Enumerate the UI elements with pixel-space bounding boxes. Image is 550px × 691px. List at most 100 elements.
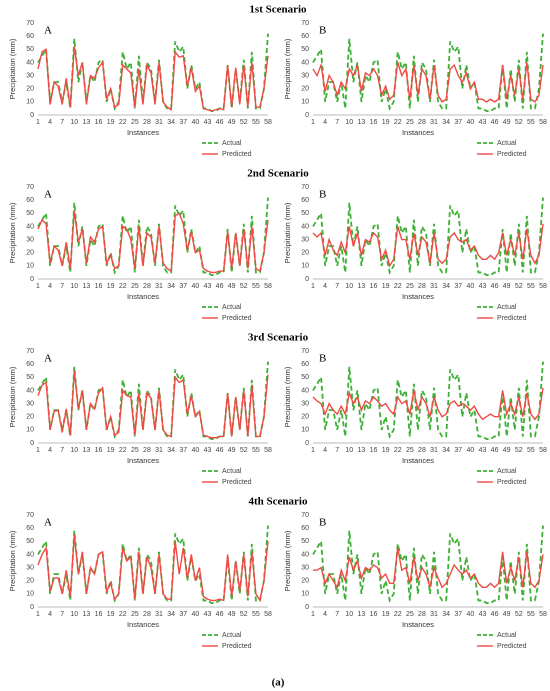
- legend-label: Actual: [497, 140, 517, 147]
- x-tick-label: 16: [95, 119, 103, 126]
- x-tick-label: 52: [515, 283, 523, 290]
- x-tick-label: 13: [358, 447, 366, 454]
- x-tick-label: 49: [228, 283, 236, 290]
- y-tick-label: 60: [26, 361, 34, 368]
- x-tick-label: 34: [442, 611, 450, 618]
- y-axis-title: Precipitation (mm): [8, 38, 17, 99]
- x-tick-label: 55: [252, 447, 260, 454]
- x-tick-label: 10: [70, 611, 78, 618]
- y-tick-label: 50: [301, 374, 309, 381]
- x-axis-title: Instances: [402, 456, 434, 465]
- x-tick-label: 31: [155, 283, 163, 290]
- x-tick-label: 34: [167, 119, 175, 126]
- x-tick-label: 7: [335, 119, 339, 126]
- y-tick-label: 10: [301, 427, 309, 434]
- x-tick-label: 28: [418, 447, 426, 454]
- x-tick-label: 1: [311, 283, 315, 290]
- y-tick-label: 0: [30, 604, 34, 611]
- x-tick-label: 10: [70, 283, 78, 290]
- x-tick-label: 16: [370, 283, 378, 290]
- y-tick-label: 70: [301, 20, 309, 27]
- y-tick-label: 50: [26, 374, 34, 381]
- x-tick-label: 31: [430, 447, 438, 454]
- legend-label: Predicted: [497, 643, 527, 650]
- x-tick-label: 58: [264, 283, 272, 290]
- y-tick-label: 40: [26, 59, 34, 66]
- x-axis-title: Instances: [402, 128, 434, 137]
- y-tick-label: 30: [26, 236, 34, 243]
- scenario-title: 2nd Scenario: [247, 168, 309, 180]
- x-axis-title: Instances: [402, 620, 434, 629]
- x-tick-label: 16: [95, 611, 103, 618]
- x-tick-label: 52: [240, 447, 248, 454]
- data-line: [312, 387, 544, 421]
- x-tick-label: 16: [370, 611, 378, 618]
- y-tick-label: 60: [301, 33, 309, 40]
- x-tick-label: 10: [345, 611, 353, 618]
- x-tick-label: 34: [167, 611, 175, 618]
- legend-label: Actual: [497, 304, 517, 311]
- x-tick-label: 10: [70, 119, 78, 126]
- y-tick-label: 50: [301, 210, 309, 217]
- x-tick-label: 10: [70, 447, 78, 454]
- y-tick-label: 30: [301, 236, 309, 243]
- y-axis-title: Precipitation (mm): [283, 38, 292, 99]
- x-tick-label: 4: [48, 611, 52, 618]
- y-tick-label: 70: [301, 184, 309, 191]
- y-tick-label: 10: [26, 99, 34, 106]
- legend-label: Actual: [222, 632, 242, 639]
- y-tick-label: 60: [301, 361, 309, 368]
- x-tick-label: 4: [323, 283, 327, 290]
- x-tick-label: 31: [155, 447, 163, 454]
- y-tick-label: 20: [301, 414, 309, 421]
- y-tick-label: 10: [301, 263, 309, 270]
- y-tick-label: 0: [305, 276, 309, 283]
- x-tick-label: 25: [131, 119, 139, 126]
- x-tick-label: 43: [204, 447, 212, 454]
- y-tick-label: 70: [26, 184, 34, 191]
- panel-label: A: [44, 517, 52, 529]
- x-tick-label: 43: [479, 119, 487, 126]
- y-tick-label: 30: [26, 400, 34, 407]
- legend-label: Predicted: [497, 479, 527, 486]
- x-tick-label: 22: [394, 119, 402, 126]
- x-tick-label: 37: [454, 447, 462, 454]
- x-tick-label: 49: [228, 119, 236, 126]
- x-tick-label: 22: [119, 119, 127, 126]
- x-tick-label: 55: [252, 119, 260, 126]
- legend-label: Predicted: [497, 315, 527, 322]
- scenario-title: 4th Scenario: [249, 496, 308, 508]
- x-tick-label: 58: [539, 283, 547, 290]
- x-tick-label: 49: [503, 283, 511, 290]
- x-tick-label: 7: [335, 283, 339, 290]
- x-tick-label: 40: [191, 119, 199, 126]
- x-tick-label: 4: [48, 119, 52, 126]
- x-tick-label: 52: [240, 611, 248, 618]
- x-axis-title: Instances: [402, 292, 434, 301]
- y-tick-label: 70: [301, 348, 309, 355]
- panel-label: B: [319, 189, 326, 201]
- y-tick-label: 70: [301, 512, 309, 519]
- y-tick-label: 0: [305, 440, 309, 447]
- x-tick-label: 37: [179, 447, 187, 454]
- x-tick-label: 28: [418, 283, 426, 290]
- y-tick-label: 40: [26, 551, 34, 558]
- x-tick-label: 25: [131, 447, 139, 454]
- y-tick-label: 60: [26, 33, 34, 40]
- y-tick-label: 70: [26, 512, 34, 519]
- y-axis-title: Precipitation (mm): [8, 530, 17, 591]
- x-tick-label: 28: [418, 611, 426, 618]
- x-tick-label: 7: [60, 283, 64, 290]
- y-tick-label: 20: [301, 578, 309, 585]
- y-tick-label: 0: [30, 112, 34, 119]
- legend-label: Predicted: [222, 151, 252, 158]
- x-tick-label: 52: [240, 283, 248, 290]
- x-tick-label: 22: [119, 447, 127, 454]
- x-tick-label: 22: [394, 283, 402, 290]
- x-tick-label: 40: [191, 283, 199, 290]
- data-line: [312, 33, 544, 112]
- legend-label: Predicted: [222, 643, 252, 650]
- x-axis-title: Instances: [127, 456, 159, 465]
- y-tick-label: 30: [301, 400, 309, 407]
